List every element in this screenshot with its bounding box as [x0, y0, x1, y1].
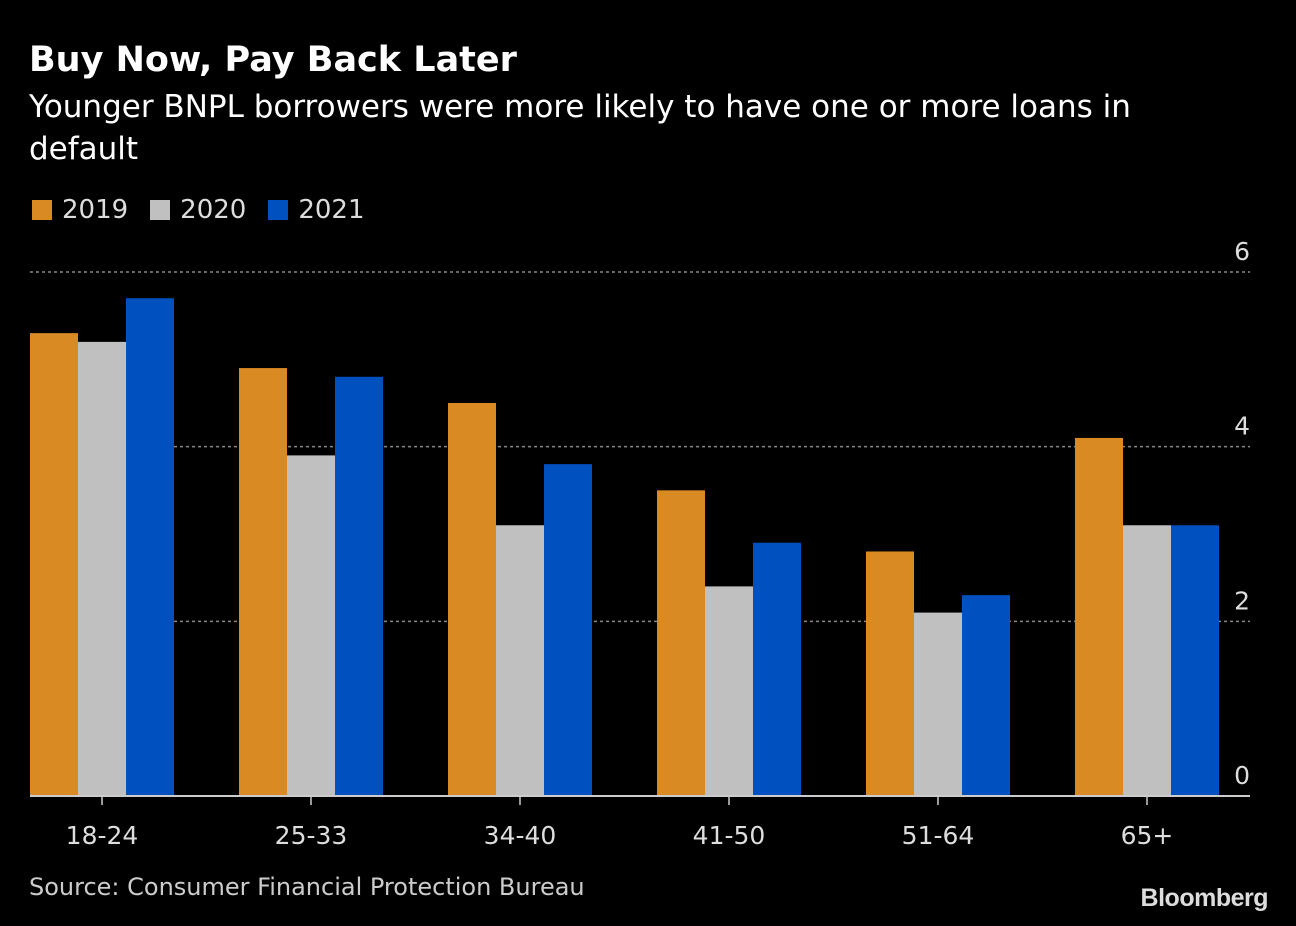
- bar-2019-41-50: [657, 490, 705, 796]
- bar-2020-25-33: [287, 455, 335, 796]
- x-tick-label: 41-50: [693, 821, 766, 850]
- legend-swatch: [268, 200, 289, 220]
- x-tick-label: 51-64: [902, 821, 975, 850]
- source-note: Source: Consumer Financial Protection Bu…: [29, 873, 585, 901]
- y-tick-label: 2: [1234, 586, 1250, 615]
- bar-2020-41-50: [705, 586, 753, 796]
- bar-2020-18-24: [78, 341, 126, 796]
- bar-2019-65+: [1075, 437, 1123, 796]
- legend-label: 2021: [298, 195, 365, 225]
- legend: 2019 2020 2021: [32, 195, 365, 225]
- legend-swatch: [32, 200, 52, 220]
- bar-2019-34-40: [448, 403, 496, 796]
- bar-2021-25-33: [335, 376, 383, 796]
- bar-2021-34-40: [544, 464, 592, 796]
- y-tick-label: 6: [1234, 237, 1250, 266]
- legend-item-2021: 2021: [268, 195, 365, 225]
- bar-2021-65+: [1171, 525, 1219, 796]
- legend-swatch: [150, 200, 171, 220]
- x-tick-label: 34-40: [484, 821, 557, 850]
- bar-2021-18-24: [126, 298, 174, 796]
- bar-2019-18-24: [30, 333, 78, 796]
- legend-label: 2020: [180, 195, 247, 225]
- bar-2019-51-64: [866, 551, 914, 796]
- legend-item-2020: 2020: [150, 195, 246, 225]
- x-tick-label: 25-33: [275, 821, 348, 850]
- x-tick-label: 65+: [1121, 821, 1174, 850]
- x-tick-label: 18-24: [66, 821, 139, 850]
- chart-title: Buy Now, Pay Back Later: [29, 40, 517, 80]
- y-tick-label: 4: [1234, 412, 1250, 441]
- bar-2021-41-50: [753, 542, 801, 796]
- chart-subtitle: Younger BNPL borrowers were more likely …: [29, 89, 1131, 167]
- legend-label: 2019: [62, 195, 129, 225]
- bar-2019-25-33: [239, 368, 287, 796]
- bar-2020-34-40: [496, 525, 544, 796]
- bloomberg-logo: Bloomberg: [1140, 884, 1269, 912]
- bar-2021-51-64: [962, 595, 1010, 796]
- bar-2020-51-64: [914, 612, 962, 796]
- legend-item-2019: 2019: [32, 195, 128, 225]
- bar-2020-65+: [1123, 525, 1171, 796]
- y-tick-label: 0: [1234, 761, 1250, 790]
